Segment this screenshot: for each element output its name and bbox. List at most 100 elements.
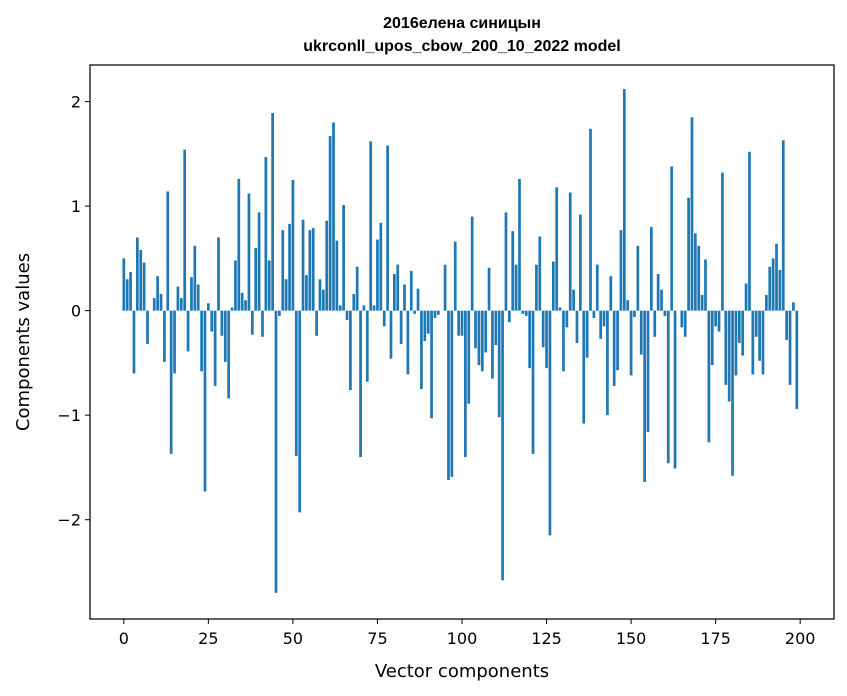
bar-95 xyxy=(443,264,447,311)
bar-50 xyxy=(291,179,295,311)
bar-128 xyxy=(555,187,559,311)
bar-182 xyxy=(737,310,741,344)
bar-11 xyxy=(159,293,163,311)
bar-71 xyxy=(362,305,366,311)
x-axis-label: Vector components xyxy=(375,661,549,682)
bar-197 xyxy=(788,310,792,385)
bar-93 xyxy=(436,310,440,315)
bar-78 xyxy=(386,145,389,311)
bar-62 xyxy=(332,122,335,311)
bar-69 xyxy=(355,266,359,311)
y-axis-ticks: −2 −1 0 1 2 xyxy=(57,93,90,530)
bar-85 xyxy=(409,270,413,311)
bar-96 xyxy=(447,310,450,480)
bar-38 xyxy=(250,310,254,335)
bar-133 xyxy=(572,289,575,311)
bar-75 xyxy=(376,239,379,311)
bar-184 xyxy=(744,283,748,311)
bar-12 xyxy=(163,310,166,362)
bar-76 xyxy=(379,222,383,311)
bar-144 xyxy=(609,276,613,311)
bar-41 xyxy=(261,310,264,337)
bar-122 xyxy=(535,264,538,311)
bar-16 xyxy=(176,286,180,311)
bar-23 xyxy=(200,310,203,372)
bar-124 xyxy=(541,310,545,348)
x-tick-label-5: 125 xyxy=(531,629,562,648)
bar-159 xyxy=(660,289,663,311)
bar-30 xyxy=(223,310,227,362)
bar-188 xyxy=(758,310,761,361)
y-tick-label-0: −2 xyxy=(57,511,81,530)
bar-161 xyxy=(666,310,670,464)
bar-112 xyxy=(501,310,504,581)
bar-10 xyxy=(156,276,159,311)
bar-87 xyxy=(416,288,420,311)
bar-150 xyxy=(629,310,633,376)
x-tick-label-1: 25 xyxy=(198,629,218,648)
bar-175 xyxy=(714,310,717,327)
bar-64 xyxy=(338,305,342,311)
bar-160 xyxy=(663,310,667,316)
bar-194 xyxy=(778,269,782,311)
bar-186 xyxy=(751,310,755,375)
x-tick-label-8: 200 xyxy=(785,629,816,648)
bar-169 xyxy=(693,233,697,311)
bar-4 xyxy=(135,237,139,311)
bar-52 xyxy=(298,310,302,513)
bar-148 xyxy=(622,89,626,311)
bar-28 xyxy=(217,237,220,311)
bar-54 xyxy=(305,275,308,311)
chart-title-line-2: ukrconll_upos_cbow_200_10_2022 model xyxy=(303,38,620,55)
plot-frame xyxy=(89,64,835,620)
bar-162 xyxy=(670,166,674,311)
bar-43 xyxy=(267,260,271,311)
bar-15 xyxy=(173,310,176,374)
bar-32 xyxy=(230,307,234,311)
bar-130 xyxy=(562,310,565,372)
bar-154 xyxy=(643,310,646,483)
bar-121 xyxy=(531,310,535,454)
bar-149 xyxy=(626,300,630,311)
bar-135 xyxy=(579,214,582,311)
bar-72 xyxy=(365,310,369,382)
bar-146 xyxy=(616,310,619,371)
x-tick-label-4: 100 xyxy=(447,629,478,648)
bar-51 xyxy=(294,310,298,456)
bar-123 xyxy=(538,236,542,311)
bar-60 xyxy=(325,220,329,311)
bar-65 xyxy=(342,205,345,311)
bar-127 xyxy=(551,261,555,311)
bar-158 xyxy=(656,274,660,311)
bar-58 xyxy=(318,279,322,311)
bar-109 xyxy=(491,310,494,379)
bar-151 xyxy=(633,310,636,317)
bar-34 xyxy=(237,178,241,311)
bar-22 xyxy=(196,284,200,311)
bar-13 xyxy=(166,191,170,311)
bar-5 xyxy=(139,250,143,311)
bar-110 xyxy=(494,310,498,346)
bar-61 xyxy=(328,136,332,311)
bar-26 xyxy=(210,310,214,332)
bar-49 xyxy=(288,223,291,311)
bar-90 xyxy=(426,310,430,334)
bar-120 xyxy=(528,310,531,369)
bar-17 xyxy=(179,298,183,311)
bar-111 xyxy=(497,310,501,418)
bar-53 xyxy=(301,219,305,311)
bar-106 xyxy=(480,310,484,372)
bar-166 xyxy=(683,310,687,337)
bar-9 xyxy=(152,298,156,311)
bar-55 xyxy=(308,230,312,311)
bar-141 xyxy=(599,310,603,339)
bar-170 xyxy=(697,245,701,311)
x-tick-label-0: 0 xyxy=(119,629,129,648)
bar-196 xyxy=(785,310,789,340)
bar-group xyxy=(122,89,799,593)
bar-157 xyxy=(653,310,657,337)
bar-114 xyxy=(507,310,511,323)
bar-56 xyxy=(311,228,315,311)
